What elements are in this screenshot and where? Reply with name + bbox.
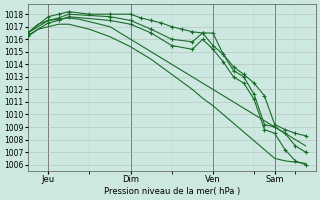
X-axis label: Pression niveau de la mer( hPa ): Pression niveau de la mer( hPa ) — [104, 187, 240, 196]
